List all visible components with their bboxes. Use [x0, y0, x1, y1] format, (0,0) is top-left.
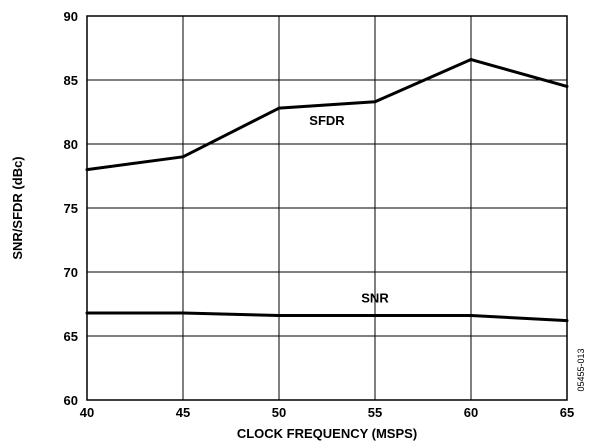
figure-id-label: 05455-013: [576, 348, 586, 391]
x-tick-label: 40: [80, 405, 94, 420]
grid: [86, 15, 568, 401]
y-tick-label: 60: [64, 393, 78, 408]
y-tick-label: 65: [64, 329, 78, 344]
data-point-sfdr: [181, 155, 185, 159]
data-point-sfdr: [277, 106, 281, 110]
series-line-snr: [87, 311, 568, 323]
y-tick-label: 80: [64, 137, 78, 152]
y-tick-label: 75: [64, 201, 78, 216]
series-lines: [85, 58, 569, 323]
data-point-snr: [85, 311, 89, 315]
data-point-sfdr: [85, 168, 89, 172]
data-point-snr: [277, 314, 281, 318]
data-point-snr: [373, 314, 377, 318]
y-tick-label: 85: [64, 73, 78, 88]
x-axis-title: CLOCK FREQUENCY (MSPS): [237, 426, 417, 441]
series-label-sfdr: SFDR: [309, 113, 345, 128]
data-point-sfdr: [373, 100, 377, 104]
x-tick-label: 45: [176, 405, 190, 420]
y-tick-label: 90: [64, 9, 78, 24]
plot-frame: [86, 15, 568, 401]
y-tick-labels: 60 65 70 75 80 85 90: [64, 9, 78, 408]
x-tick-label: 65: [560, 405, 574, 420]
y-tick-label: 70: [64, 265, 78, 280]
x-tick-label: 60: [464, 405, 478, 420]
data-point-sfdr: [565, 84, 569, 88]
x-tick-label: 55: [368, 405, 382, 420]
data-point-snr: [565, 319, 569, 323]
data-point-snr: [469, 314, 473, 318]
data-point-snr: [181, 311, 185, 315]
y-axis-title: SNR/SFDR (dBc): [10, 156, 25, 259]
data-point-sfdr: [469, 58, 473, 62]
series-label-snr: SNR: [361, 291, 389, 306]
series-line-sfdr: [86, 58, 568, 172]
x-tick-labels: 40 45 50 55 60 65: [80, 405, 574, 420]
x-tick-label: 50: [272, 405, 286, 420]
